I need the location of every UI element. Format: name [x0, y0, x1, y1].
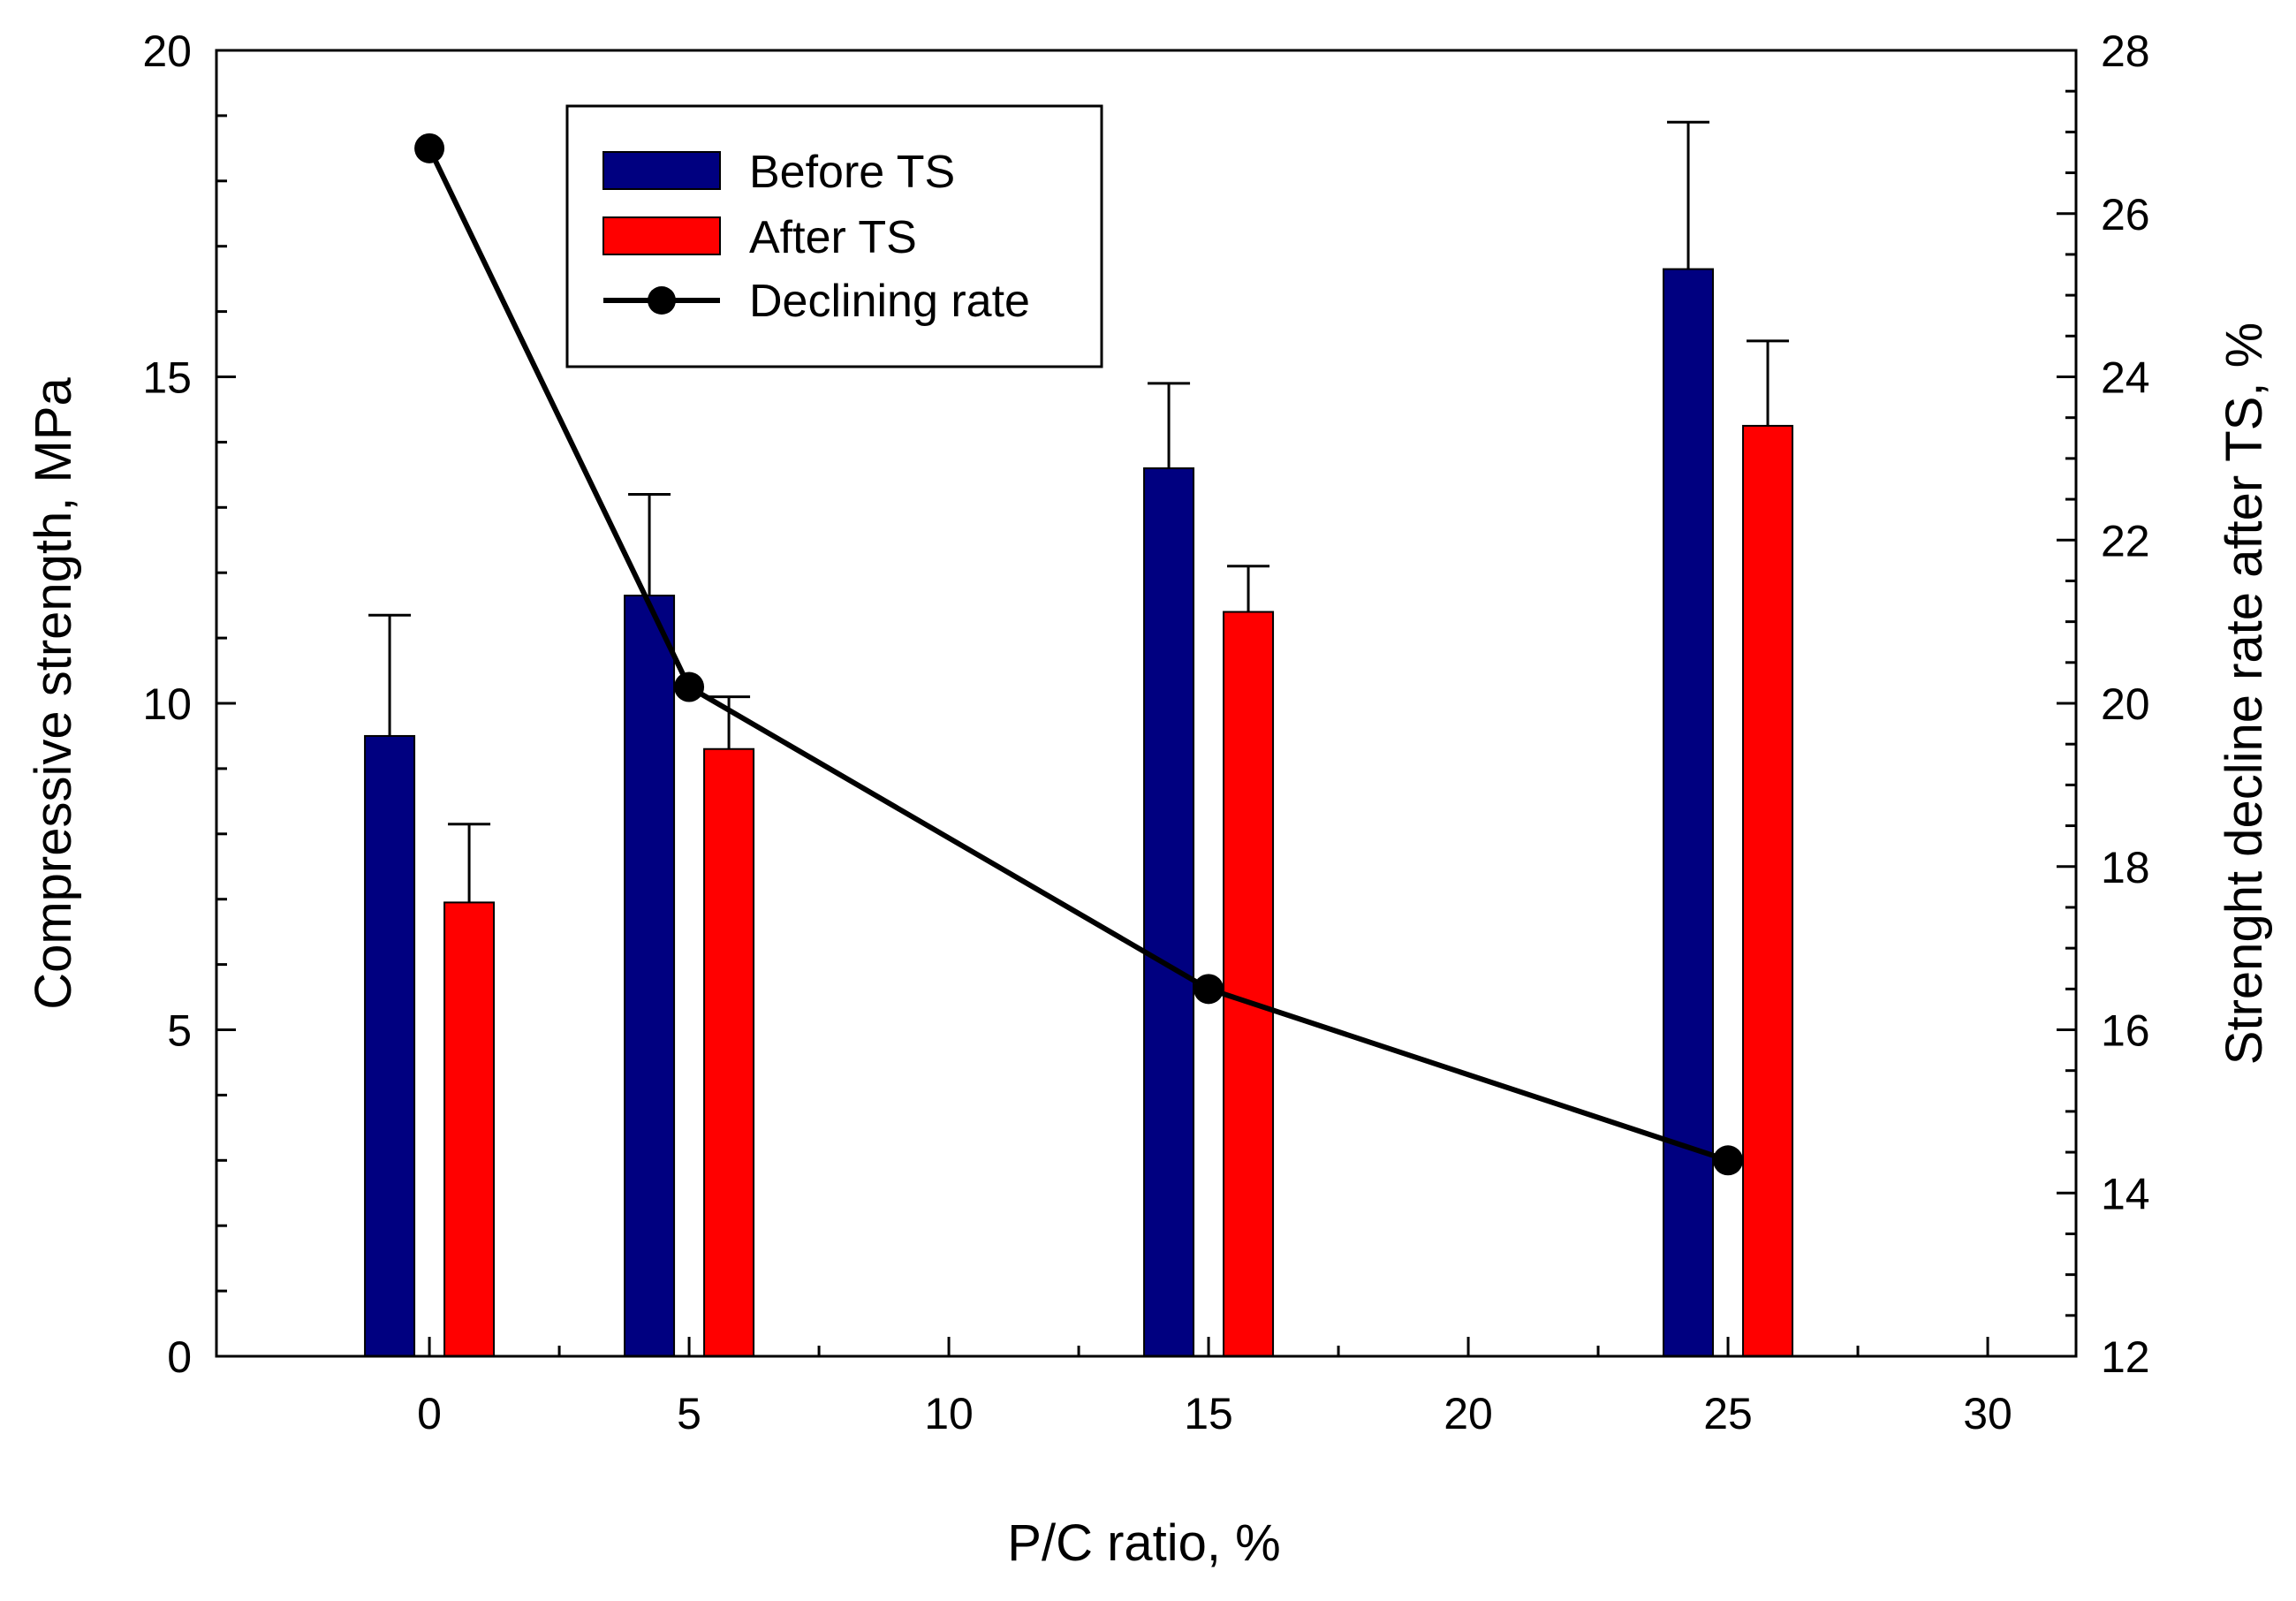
y-tick-label: 15 — [142, 353, 192, 403]
bar-before-ts — [364, 734, 416, 1357]
x-tick-label: 5 — [677, 1389, 701, 1438]
y-tick-label: 20 — [142, 27, 192, 76]
y-tick-label: 5 — [167, 1006, 192, 1056]
x-tick-label: 30 — [1963, 1389, 2012, 1438]
x-tick-label: 10 — [924, 1389, 974, 1438]
legend-label-declining-rate: Declining rate — [749, 276, 1030, 327]
x-tick-label: 20 — [1444, 1389, 1493, 1438]
legend: Before TS After TS Declining rate — [565, 104, 1103, 368]
y2-tick-label: 16 — [2101, 1006, 2150, 1056]
x-tick-label: 0 — [417, 1389, 442, 1438]
y2-tick-label: 26 — [2101, 190, 2150, 239]
x-tick-label: 15 — [1184, 1389, 1233, 1438]
legend-swatch-after-ts — [602, 216, 721, 255]
x-axis-title: P/C ratio, % — [1007, 1514, 1280, 1572]
declining-rate-layer — [414, 133, 1744, 1176]
y2-axis-title: Strenght decline rate after TS, % — [2216, 322, 2273, 1065]
declining-rate-line — [427, 147, 1729, 1164]
bars-layer — [364, 120, 1794, 1358]
y2-tick-label: 24 — [2101, 353, 2150, 403]
y-tick-label: 10 — [142, 679, 192, 729]
y2-tick-label: 22 — [2101, 516, 2150, 565]
y2-tick-label: 20 — [2101, 679, 2150, 729]
y2-tick-label: 14 — [2101, 1169, 2150, 1218]
bar-after-ts — [1223, 611, 1275, 1357]
bar-before-ts — [624, 595, 676, 1357]
bar-after-ts — [1742, 424, 1794, 1357]
declining-rate-point — [1193, 974, 1224, 1005]
bar-after-ts — [443, 901, 496, 1357]
legend-marker-declining-rate — [648, 286, 676, 315]
y2-tick-label: 12 — [2101, 1332, 2150, 1382]
declining-rate-point — [414, 133, 445, 163]
x-tick-label: 25 — [1703, 1389, 1753, 1438]
y-tick-label: 0 — [167, 1332, 192, 1382]
ticks-layer: 0 5 10 15 20 25 30 0 5 10 15 20 12 14 16 18 20 22 24 26 28 — [142, 27, 2149, 1438]
bar-before-ts — [1143, 467, 1195, 1357]
legend-swatch-before-ts — [602, 151, 721, 190]
legend-label-after-ts: After TS — [749, 212, 917, 263]
y2-tick-label: 28 — [2101, 27, 2150, 76]
bar-before-ts — [1663, 268, 1715, 1358]
bar-after-ts — [703, 747, 755, 1357]
y2-tick-label: 18 — [2101, 843, 2150, 892]
y-axis-title: Compressive strength, MPa — [25, 376, 82, 1009]
declining-rate-point — [1713, 1145, 1744, 1176]
legend-label-before-ts: Before TS — [749, 147, 955, 198]
declining-rate-point — [674, 672, 705, 702]
